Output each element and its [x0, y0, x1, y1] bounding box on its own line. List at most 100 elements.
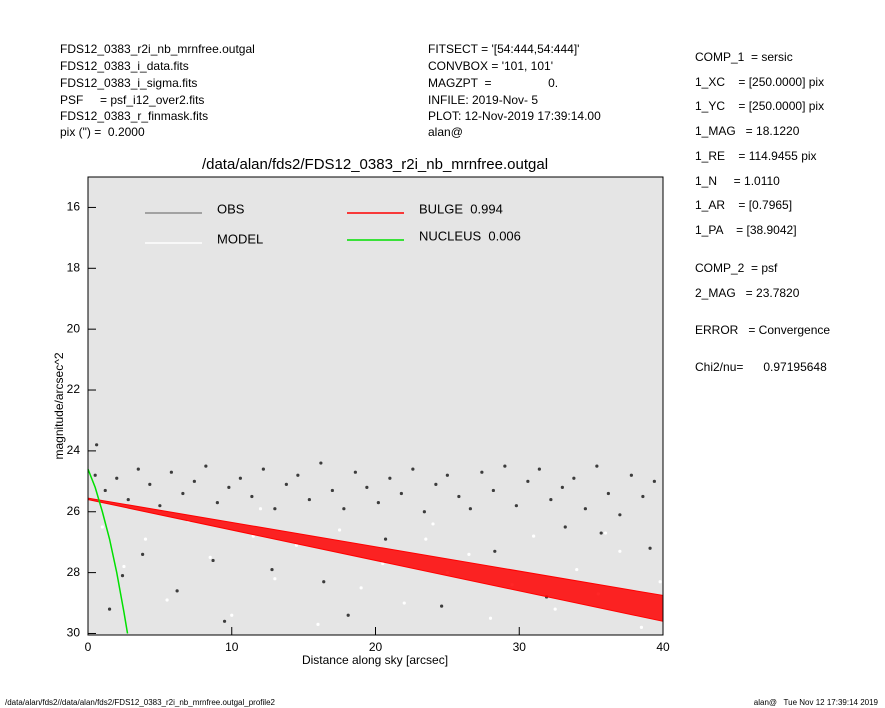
data-point [250, 494, 254, 499]
data-point [342, 507, 346, 511]
data-point [296, 473, 300, 477]
data-point [411, 467, 415, 471]
data-point [359, 586, 363, 590]
footer-right: alan@ Tue Nov 12 17:39:14 2019 [754, 698, 879, 707]
plot-area [88, 177, 663, 635]
data-point [606, 491, 610, 496]
data-point [307, 497, 311, 502]
header-left-line: FDS12_0383_i_sigma.fits [60, 76, 197, 90]
data-point [383, 537, 388, 541]
data-point [158, 504, 162, 508]
header-left-line: FDS12_0383_i_data.fits [60, 59, 189, 73]
fit-parameter: Chi2/nu= 0.97195648 [695, 360, 827, 374]
data-point [424, 537, 428, 541]
data-point [639, 625, 644, 629]
data-point [648, 546, 652, 550]
data-point [273, 507, 277, 511]
data-point [488, 616, 493, 620]
data-point [115, 476, 119, 480]
data-point [514, 504, 518, 508]
y-tick-label: 16 [67, 200, 81, 214]
data-point [440, 604, 444, 608]
legend-label: NUCLEUS 0.006 [419, 228, 521, 243]
footer-left: /data/alan/fds2//data/alan/fds2/FDS12_03… [5, 698, 276, 707]
x-tick-label: 0 [85, 640, 92, 654]
data-point [141, 552, 145, 556]
data-point [365, 485, 369, 490]
data-point [480, 470, 484, 474]
x-tick-label: 30 [513, 640, 527, 654]
data-point [204, 464, 208, 468]
header-middle-line: PLOT: 12-Nov-2019 17:39:14.00 [428, 109, 601, 123]
fit-parameter: ERROR = Convergence [695, 323, 830, 337]
fit-parameter: 1_AR = [0.7965] [695, 198, 792, 212]
data-point [532, 534, 536, 538]
y-tick-label: 26 [67, 504, 81, 518]
legend-label: BULGE 0.994 [419, 201, 503, 216]
data-point [388, 476, 392, 480]
y-tick-label: 22 [67, 382, 81, 396]
data-point [165, 598, 169, 602]
data-point [319, 461, 323, 465]
data-point [107, 607, 112, 611]
data-point [100, 525, 104, 529]
fit-parameter: COMP_2 = psf [695, 261, 778, 275]
data-point [457, 494, 461, 499]
fit-parameter: COMP_1 = sersic [695, 50, 793, 64]
fit-parameter: 1_PA = [38.9042] [695, 223, 797, 237]
data-point [353, 470, 357, 474]
data-point [641, 494, 645, 499]
data-point [560, 485, 564, 490]
y-tick-label: 28 [67, 565, 81, 579]
legend-label: MODEL [217, 231, 263, 246]
data-point [467, 552, 471, 556]
x-tick-label: 20 [369, 640, 383, 654]
data-point [402, 601, 406, 605]
data-point [322, 580, 326, 584]
data-point [294, 543, 299, 547]
fit-parameter: 1_RE = 114.9455 pix [695, 149, 817, 163]
data-point [618, 513, 622, 517]
data-point [261, 467, 265, 471]
data-point [238, 476, 242, 480]
data-point [93, 473, 97, 477]
header-left-line: FDS12_0383_r2i_nb_mrnfree.outgal [60, 42, 255, 56]
data-point [120, 574, 125, 578]
data-point [652, 479, 656, 483]
data-point [316, 622, 320, 626]
data-point [103, 488, 107, 493]
data-point [284, 482, 288, 486]
data-point [381, 561, 385, 566]
data-point [503, 464, 507, 468]
data-point [399, 491, 403, 496]
data-point [126, 497, 130, 502]
data-point [595, 464, 599, 468]
data-point [230, 613, 234, 617]
legend-label: OBS [217, 201, 245, 216]
data-point [575, 567, 579, 572]
profile-line [87, 468, 129, 634]
x-tick-label: 40 [656, 640, 670, 654]
header-middle-line: alan@ [428, 125, 463, 139]
fit-parameter: 1_XC = [250.0000] pix [695, 75, 824, 89]
data-point [215, 501, 219, 505]
y-axis-label: magnitude/arcsec^2 [52, 352, 66, 459]
header-middle-line: MAGZPT = 0. [428, 76, 558, 90]
header-middle-line: INFILE: 2019-Nov- 5 [428, 93, 538, 107]
data-point [222, 619, 227, 623]
y-tick-label: 30 [67, 626, 81, 640]
data-point [192, 479, 196, 483]
header-left-line: FDS12_0383_r_finmask.fits [60, 109, 208, 123]
data-point [572, 476, 576, 480]
data-point [175, 589, 179, 593]
data-point [658, 580, 662, 584]
header-left-line: PSF = psf_i12_over2.fits [60, 93, 204, 107]
data-point [553, 607, 557, 611]
x-axis-label: Distance along sky [arcsec] [302, 653, 448, 667]
fit-parameter: 2_MAG = 23.7820 [695, 286, 800, 300]
x-tick-label: 10 [225, 640, 239, 654]
fit-parameter: 1_N = 1.0110 [695, 174, 780, 188]
data-point [618, 549, 622, 553]
data-point [526, 479, 530, 483]
